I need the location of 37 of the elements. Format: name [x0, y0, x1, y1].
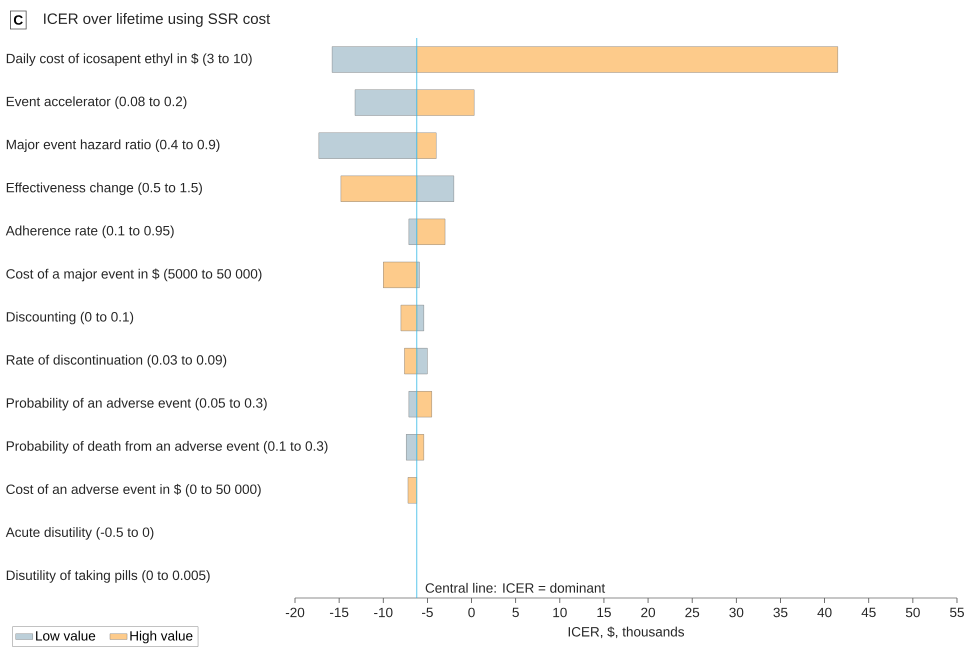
ref-line-label: Central line: ICER = dominant — [426, 582, 606, 593]
bar — [408, 477, 418, 504]
text: ICER over lifetime using SSR cost — [44, 13, 270, 27]
y-tick-label: Daily cost of icosapent ethyl in $ (3 to 10) — [6, 53, 252, 66]
x-tick-label: 30 — [729, 608, 744, 618]
x-tick-label: 25 — [685, 608, 700, 618]
x-tick-label: 40 — [817, 608, 832, 618]
text: C — [14, 15, 23, 25]
y-tick-label: Rate of discontinuation (0.03 to 0.09) — [6, 354, 226, 368]
y-tick-label: Probability of an adverse event (0.05 to 0.3) — [6, 398, 267, 410]
x-tick-label: -10 — [374, 608, 392, 618]
x-axis-title: ICER, $, thousands — [568, 626, 684, 638]
x-tick-label: 55 — [950, 608, 964, 618]
x-tick-label: 50 — [906, 608, 920, 618]
legend-label: Low value — [36, 630, 96, 641]
x-tick-label: -5 — [422, 608, 433, 618]
x-tick-label: -20 — [286, 608, 304, 618]
y-tick-label: Adherence rate (0.1 to 0.95) — [6, 226, 174, 238]
legend-label: High value — [130, 630, 192, 644]
y-tick-label: Discounting (0 to 0.1) — [6, 312, 134, 324]
x-tick-label: 20 — [641, 608, 656, 618]
x-tick-label: 45 — [862, 608, 876, 618]
bar — [383, 262, 418, 288]
y-tick-label: Cost of an adverse event in $ (0 to 50 000) — [6, 484, 261, 497]
y-tick-label: Effectiveness change (0.5 to 1.5) — [6, 182, 202, 196]
x-tick-label: 15 — [597, 608, 611, 618]
y-tick-label: Cost of a major event in $ (5000 to 50 000) — [6, 268, 262, 282]
y-tick-label: Major event hazard ratio (0.4 to 0.9) — [6, 139, 220, 152]
y-tick-label: Event accelerator (0.08 to 0.2) — [6, 96, 186, 109]
x-tick-label: 5 — [512, 608, 519, 618]
x-tick-label: -15 — [330, 608, 348, 618]
x-tick-label: 35 — [773, 608, 788, 618]
x-tick-label: 10 — [553, 608, 567, 618]
y-tick-label: Acute disutility (-0.5 to 0) — [6, 527, 154, 540]
x-tick-label: 0 — [468, 608, 475, 618]
y-tick-label: Probability of death from an adverse event (0.1 to 0.3) — [6, 440, 328, 454]
y-tick-label: Disutility of taking pills (0 to 0.005) — [6, 570, 210, 583]
